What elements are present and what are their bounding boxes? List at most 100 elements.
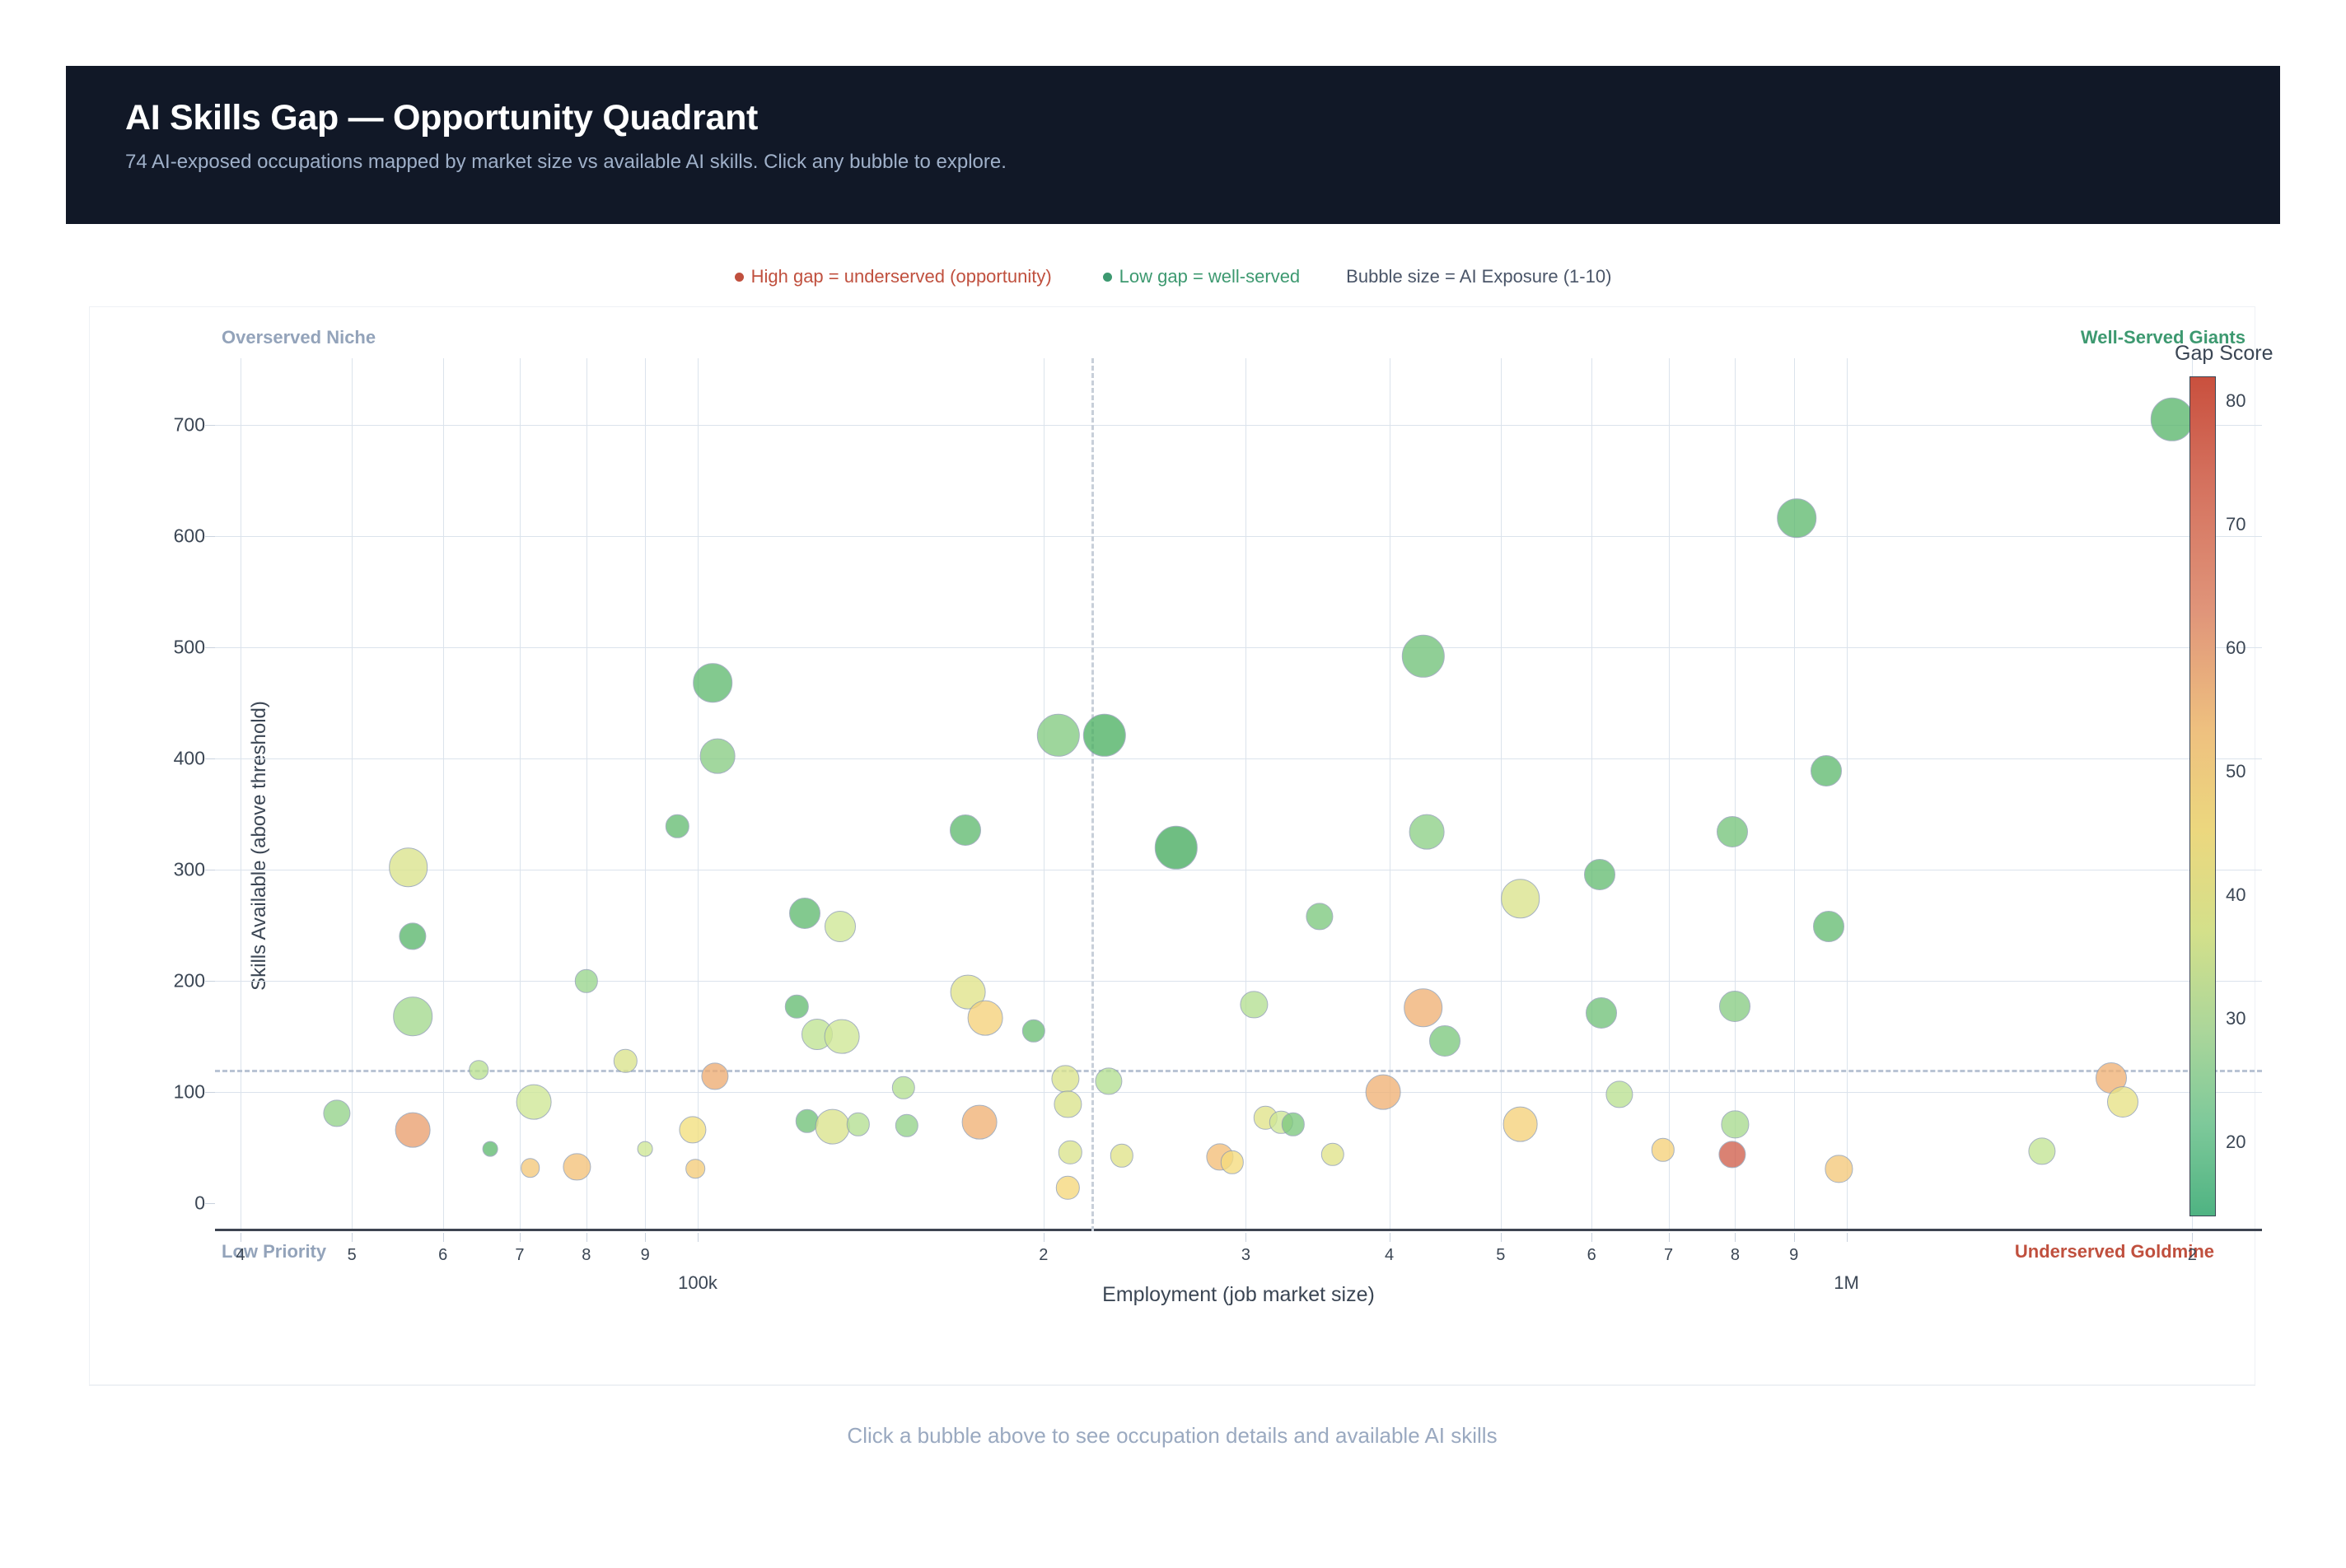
occupation-bubble[interactable]: [1716, 816, 1748, 848]
occupation-bubble[interactable]: [949, 814, 981, 846]
occupation-bubble[interactable]: [2107, 1086, 2138, 1118]
occupation-bubble[interactable]: [1721, 1110, 1749, 1138]
occupation-bubble[interactable]: [1586, 997, 1618, 1029]
gridline-vertical: [1668, 358, 1670, 1231]
occupation-bubble[interactable]: [1777, 498, 1816, 539]
occupation-bubble[interactable]: [701, 1062, 729, 1090]
colorbar: Gap Score 80 70 60 50 40 30 20: [2175, 342, 2339, 1264]
occupation-bubble[interactable]: [666, 814, 689, 838]
x-tick-mark: [1500, 1233, 1502, 1242]
occupation-bubble[interactable]: [1240, 990, 1268, 1019]
occupation-bubble[interactable]: [1812, 911, 1844, 942]
x-tick-mark: [1591, 1233, 1593, 1242]
chart-card: Skills Available (above threshold) Emplo…: [89, 306, 2262, 1385]
occupation-bubble[interactable]: [895, 1113, 918, 1137]
occupation-bubble[interactable]: [699, 739, 736, 774]
occupation-bubble[interactable]: [1651, 1138, 1675, 1162]
quadrant-label-well-served-giants: Well-Served Giants: [2080, 327, 2246, 348]
occupation-bubble[interactable]: [389, 847, 428, 888]
occupation-bubble[interactable]: [824, 1019, 860, 1055]
occupation-bubble[interactable]: [1082, 713, 1127, 757]
x-tick-label-major: 1M: [1834, 1272, 1859, 1293]
occupation-bubble[interactable]: [1059, 1140, 1082, 1164]
occupation-bubble[interactable]: [1110, 1143, 1134, 1168]
x-tick-label-minor: 5: [1496, 1246, 1506, 1264]
x-tick-label-minor: 4: [236, 1246, 245, 1264]
occupation-bubble[interactable]: [1825, 1155, 1853, 1183]
occupation-bubble[interactable]: [1095, 1067, 1123, 1095]
y-tick-label: 500: [173, 636, 205, 658]
page-title: AI Skills Gap — Opportunity Quadrant: [125, 98, 759, 138]
occupation-bubble[interactable]: [1036, 713, 1080, 757]
gridline-vertical: [1846, 358, 1848, 1231]
occupation-bubble[interactable]: [1584, 858, 1616, 890]
occupation-bubble[interactable]: [1051, 1065, 1080, 1093]
legend-item-low-gap: Low gap = well-served: [1102, 266, 1300, 287]
occupation-bubble[interactable]: [785, 995, 809, 1019]
occupation-bubble[interactable]: [399, 922, 427, 950]
colorbar-tick-label: 50: [2226, 761, 2246, 782]
occupation-bubble[interactable]: [1281, 1113, 1306, 1136]
occupation-bubble[interactable]: [637, 1141, 653, 1157]
occupation-bubble[interactable]: [1428, 1025, 1460, 1057]
occupation-bubble[interactable]: [1021, 1019, 1045, 1043]
y-tick-mark: [205, 1092, 215, 1094]
occupation-bubble[interactable]: [1306, 903, 1334, 931]
occupation-bubble[interactable]: [1056, 1176, 1080, 1200]
occupation-bubble[interactable]: [521, 1158, 540, 1178]
y-tick-label: 300: [173, 858, 205, 880]
occupation-bubble[interactable]: [1500, 879, 1540, 919]
occupation-bubble[interactable]: [693, 663, 732, 703]
scatter-plot-area[interactable]: Overserved Niche Well-Served Giants Low …: [174, 327, 2262, 1293]
colorbar-tick-label: 70: [2226, 514, 2246, 534]
occupation-bubble[interactable]: [395, 1112, 431, 1148]
skills-threshold-line: [215, 1070, 2262, 1073]
occupation-bubble[interactable]: [1810, 754, 1842, 786]
x-axis-line: [215, 1229, 2262, 1231]
gridline-horizontal: [215, 536, 2262, 538]
occupation-bubble[interactable]: [1605, 1080, 1633, 1108]
occupation-bubble[interactable]: [789, 897, 821, 929]
occupation-bubble[interactable]: [1409, 814, 1445, 850]
x-tick-label-minor: 9: [640, 1246, 650, 1264]
occupation-bubble[interactable]: [1154, 825, 1199, 870]
occupation-bubble[interactable]: [891, 1076, 915, 1099]
colorbar-tick-label: 30: [2226, 1008, 2246, 1029]
occupation-bubble[interactable]: [482, 1141, 498, 1157]
y-tick-mark: [205, 647, 215, 649]
occupation-bubble[interactable]: [846, 1113, 871, 1136]
x-tick-label-major: 100k: [678, 1272, 717, 1293]
occupation-bubble[interactable]: [685, 1159, 705, 1179]
occupation-bubble[interactable]: [323, 1099, 351, 1127]
x-tick-mark: [1668, 1233, 1670, 1242]
y-tick-mark: [205, 425, 215, 427]
occupation-bubble[interactable]: [1365, 1074, 1401, 1110]
y-tick-label: 100: [173, 1080, 205, 1103]
occupation-bubble[interactable]: [1320, 1142, 1344, 1167]
occupation-bubble[interactable]: [1718, 1141, 1746, 1169]
occupation-bubble[interactable]: [824, 911, 856, 942]
colorbar-tick-label: 80: [2226, 390, 2246, 411]
colorbar-tick-label: 60: [2226, 637, 2246, 658]
y-tick-mark: [205, 758, 215, 760]
occupation-bubble[interactable]: [1220, 1150, 1245, 1174]
occupation-bubble[interactable]: [469, 1060, 489, 1080]
occupation-bubble[interactable]: [1401, 634, 1445, 679]
occupation-bubble[interactable]: [563, 1153, 591, 1181]
x-tick-mark: [519, 1233, 521, 1242]
chart-legend: High gap = underserved (opportunity) Low…: [66, 257, 2280, 296]
occupation-bubble[interactable]: [1403, 987, 1443, 1028]
occupation-bubble[interactable]: [393, 996, 433, 1037]
occupation-bubble[interactable]: [1502, 1106, 1538, 1142]
occupation-bubble[interactable]: [1054, 1090, 1082, 1118]
occupation-bubble[interactable]: [961, 1104, 998, 1141]
occupation-bubble[interactable]: [2028, 1137, 2056, 1165]
occupation-bubble[interactable]: [679, 1116, 707, 1144]
occupation-bubble[interactable]: [516, 1084, 552, 1120]
occupation-bubble[interactable]: [574, 968, 599, 993]
gridline-vertical: [645, 358, 647, 1231]
occupation-bubble[interactable]: [1719, 991, 1751, 1023]
occupation-bubble[interactable]: [815, 1108, 850, 1145]
occupation-bubble[interactable]: [613, 1049, 638, 1073]
occupation-bubble[interactable]: [967, 1000, 1003, 1036]
